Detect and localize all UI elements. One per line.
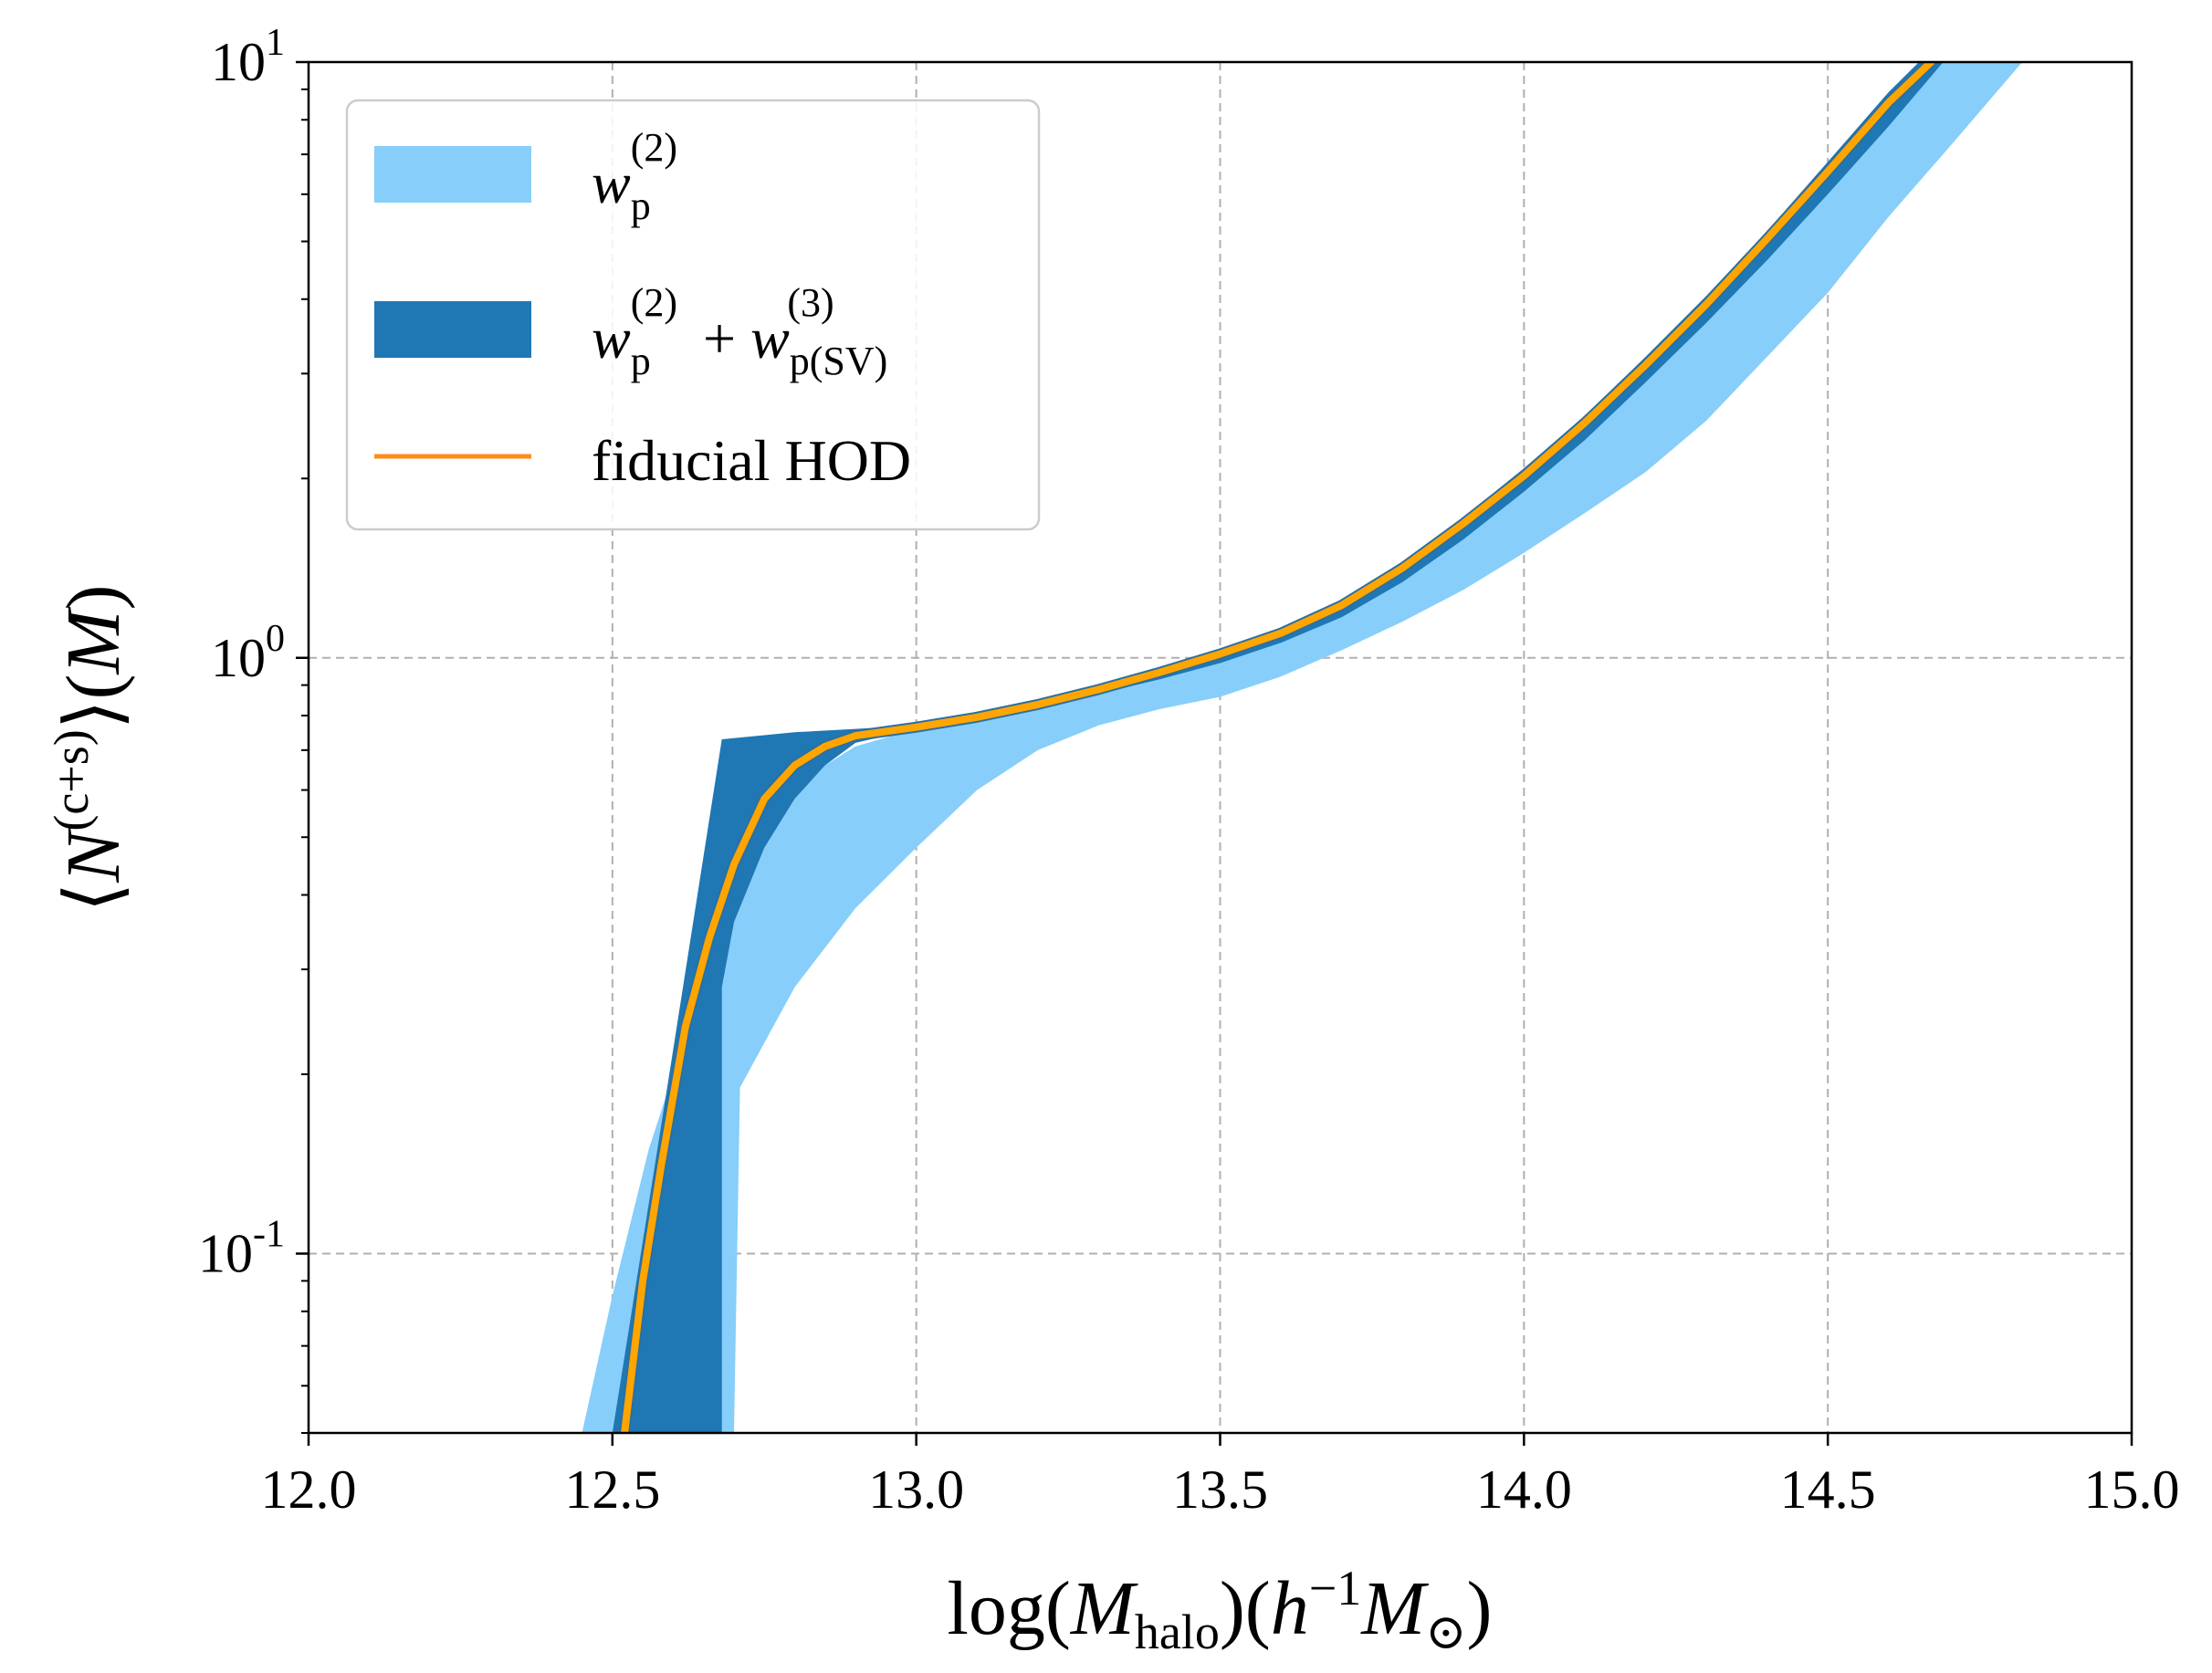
x-tick-label: 12.5 xyxy=(564,1459,660,1520)
legend: wp(2) wp(2) + wp(SV)(3) fiducial HOD xyxy=(345,99,1041,531)
x-tick-label: 13.5 xyxy=(1172,1459,1268,1520)
x-axis-label: log(Mhalo)(h−1M⊙) xyxy=(948,1561,1493,1659)
x-tick-label: 14.0 xyxy=(1476,1459,1572,1520)
lines xyxy=(619,62,1935,1433)
x-tick-label: 12.0 xyxy=(261,1459,357,1520)
y-axis-label: ⟨N(c+s)⟩(M) xyxy=(44,585,136,913)
x-tick-label: 15.0 xyxy=(2084,1459,2180,1520)
y-tick-label: 10-1 xyxy=(198,1214,285,1284)
y-ticks: 10-1 100 101 xyxy=(198,22,309,1434)
legend-swatch-wp2 xyxy=(374,146,531,203)
x-tick-label: 13.0 xyxy=(868,1459,964,1520)
line-series-2 xyxy=(621,62,1935,1433)
legend-label-fiducial: fiducial HOD xyxy=(592,428,911,493)
y-tick-label: 100 xyxy=(211,618,285,688)
legend-label-wp2: wp(2) xyxy=(592,125,677,228)
svg-text:log(Mhalo)(h−1M⊙): log(Mhalo)(h−1M⊙) xyxy=(948,1561,1493,1659)
svg-text:⟨N(c+s)⟩(M): ⟨N(c+s)⟩(M) xyxy=(44,585,136,913)
legend-box xyxy=(345,99,1041,531)
x-tick-label: 14.5 xyxy=(1780,1459,1876,1520)
legend-label-wp2-wp3sv: wp(2) + wp(SV)(3) xyxy=(592,280,887,383)
legend-swatch-wp2-wp3sv xyxy=(374,301,531,358)
y-tick-label: 101 xyxy=(211,22,285,92)
band-series-0 xyxy=(582,62,2023,1433)
x-ticks: 12.0 12.5 13.0 13.5 14.0 14.5 15.0 xyxy=(261,1433,2180,1520)
